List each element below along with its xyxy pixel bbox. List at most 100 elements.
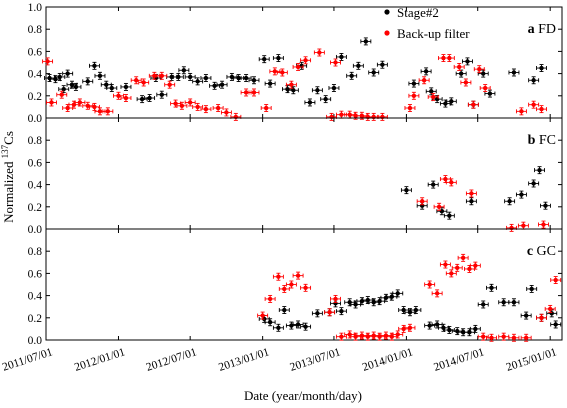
data-marker — [458, 71, 464, 76]
data-point — [451, 327, 463, 336]
data-point — [311, 309, 323, 318]
data-point — [362, 332, 374, 341]
data-marker — [539, 106, 544, 112]
data-marker — [262, 56, 267, 62]
data-point — [469, 261, 481, 270]
data-point — [352, 61, 364, 70]
data-point — [184, 72, 196, 81]
data-marker — [389, 294, 395, 299]
data-marker — [543, 203, 548, 208]
data-marker — [501, 300, 506, 305]
y-tick-label: 0.0 — [28, 224, 43, 236]
data-marker — [389, 334, 395, 339]
data-point — [380, 331, 392, 340]
data-marker — [212, 83, 217, 89]
legend-marker — [384, 30, 390, 36]
data-marker — [243, 75, 249, 81]
data-point — [508, 68, 520, 77]
data-point — [62, 69, 74, 78]
y-tick-label: 0.8 — [28, 24, 43, 36]
data-marker — [195, 79, 200, 84]
data-point — [408, 79, 420, 88]
data-marker — [430, 182, 436, 187]
data-marker — [276, 325, 281, 330]
data-point — [486, 283, 497, 292]
data-marker — [303, 58, 308, 63]
data-marker — [487, 91, 493, 96]
data-point — [300, 322, 312, 331]
data-marker — [449, 99, 454, 104]
panel-letter: b — [528, 133, 539, 148]
data-point — [546, 309, 558, 318]
data-marker — [339, 334, 344, 339]
y-tick-label: 0.4 — [28, 180, 43, 192]
data-marker — [159, 92, 165, 97]
data-point — [260, 104, 272, 112]
data-marker — [59, 92, 64, 97]
data-point — [311, 86, 323, 95]
data-marker — [511, 335, 517, 340]
data-marker — [473, 263, 478, 268]
data-point — [226, 72, 238, 81]
data-point — [120, 94, 132, 102]
data-point — [44, 74, 55, 82]
data-marker — [45, 59, 50, 64]
data-point — [82, 101, 94, 110]
data-marker — [541, 222, 546, 227]
panel-name: FC — [539, 133, 556, 148]
x-tick-label: 2011/07/01 — [1, 346, 54, 374]
data-point — [484, 89, 496, 98]
data-point — [42, 57, 54, 66]
data-point — [328, 84, 340, 92]
data-marker — [463, 80, 469, 85]
data-point — [344, 110, 356, 119]
data-point — [536, 313, 547, 322]
data-point — [536, 105, 547, 114]
data-marker — [482, 85, 488, 91]
data-marker — [267, 296, 273, 302]
data-point — [416, 197, 428, 206]
data-point — [278, 284, 290, 293]
data-marker — [471, 102, 476, 107]
data-marker — [289, 282, 294, 287]
data-marker — [295, 273, 301, 278]
data-point — [272, 54, 284, 63]
data-point — [304, 98, 316, 107]
data-marker — [263, 105, 269, 111]
panel-label: c GC — [527, 244, 556, 259]
data-marker — [434, 96, 440, 102]
x-tick-label: 2012/01/01 — [73, 346, 127, 374]
y-tick-label: 0.6 — [28, 157, 43, 169]
data-point — [292, 62, 304, 71]
data-marker — [447, 55, 452, 61]
data-point — [74, 98, 86, 107]
data-marker — [295, 64, 301, 70]
y-tick-label: 0.8 — [28, 246, 43, 258]
y-tick-label: 0.8 — [28, 135, 43, 147]
data-marker — [456, 64, 462, 70]
data-point — [335, 332, 347, 341]
data-marker — [347, 332, 352, 337]
data-marker — [276, 274, 281, 279]
data-marker — [539, 65, 544, 71]
data-marker — [434, 291, 440, 296]
data-point — [439, 260, 451, 269]
data-marker — [404, 187, 409, 193]
data-marker — [317, 50, 322, 55]
data-point — [356, 331, 368, 340]
data-marker — [97, 73, 103, 79]
data-point — [287, 86, 299, 95]
data-point — [100, 80, 112, 89]
data-marker — [224, 110, 229, 115]
data-point — [544, 304, 556, 313]
data-point — [445, 178, 457, 187]
data-marker — [169, 74, 174, 80]
data-marker — [349, 73, 354, 79]
data-point — [356, 297, 368, 306]
data-marker — [219, 82, 225, 87]
data-point — [156, 90, 168, 99]
data-point — [368, 68, 380, 77]
data-marker — [365, 297, 371, 303]
data-marker — [407, 105, 413, 111]
data-point — [427, 92, 439, 101]
